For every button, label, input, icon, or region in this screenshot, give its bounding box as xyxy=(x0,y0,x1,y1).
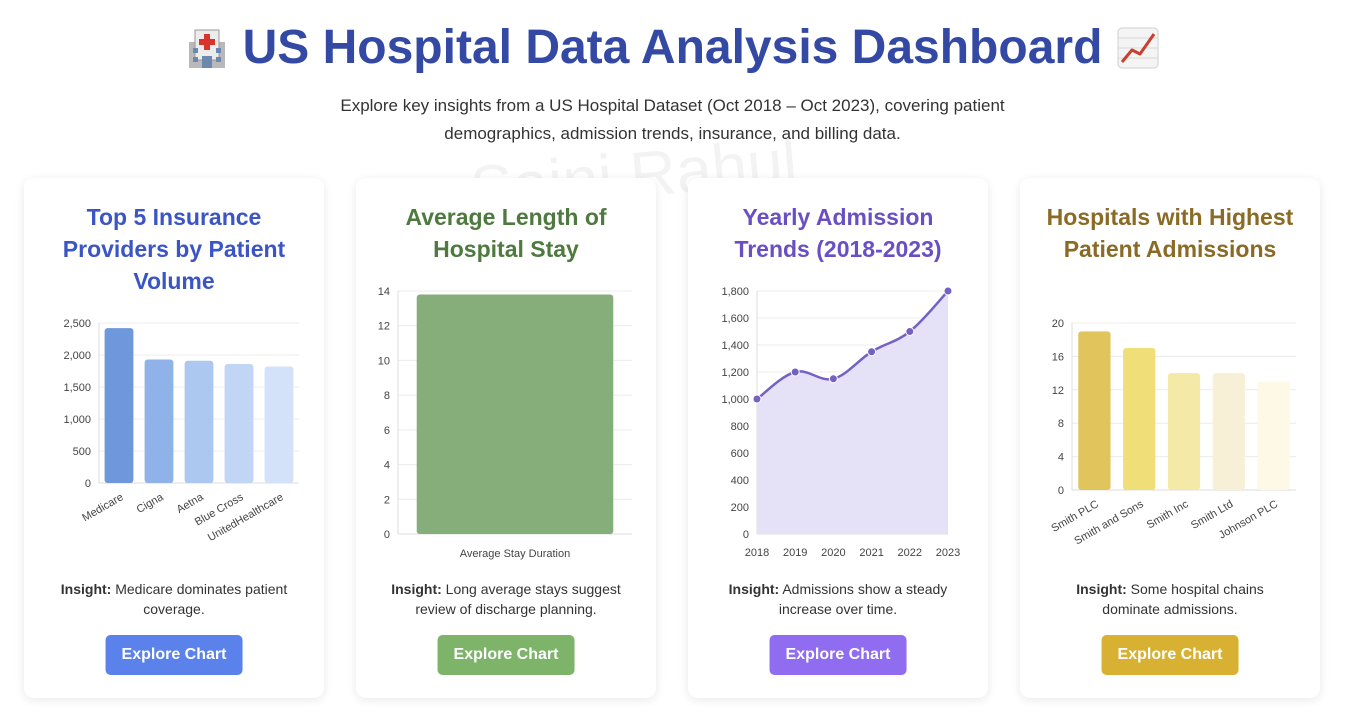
y-tick-label: 400 xyxy=(731,475,749,487)
data-point xyxy=(867,347,877,357)
data-point xyxy=(828,374,838,384)
y-tick-label: 2 xyxy=(384,494,390,506)
x-tick-label: Smith Inc xyxy=(1145,498,1191,532)
y-tick-label: 0 xyxy=(85,478,91,490)
insight-text: Admissions show a steady increase over t… xyxy=(778,581,948,617)
top-hospitals-card: Hospitals with Highest Patient Admission… xyxy=(1020,178,1320,698)
length-of-stay-chart: 0 2 4 6 8 10 12 14 Average Stay Duration xyxy=(378,286,632,560)
data-point xyxy=(905,327,915,336)
y-tick-label: 1,200 xyxy=(721,367,749,379)
y-tick-label: 0 xyxy=(384,529,390,541)
bar xyxy=(144,359,174,483)
y-tick-label: 10 xyxy=(378,355,390,367)
card-grid: Top 5 Insurance Providers by Patient Vol… xyxy=(24,178,1320,698)
hospital-icon xyxy=(185,26,229,70)
insight-label: Insight: xyxy=(391,581,442,597)
bar xyxy=(224,363,254,483)
x-tick-label: UnitedHealthcare xyxy=(206,491,286,544)
card-title: Top 5 Insurance Providers by Patient Vol… xyxy=(62,204,286,294)
length-of-stay-card: Average Length of Hospital Stay 0 2 4 6 8 10 1… xyxy=(356,178,656,698)
data-point xyxy=(943,286,953,296)
explore-chart-button[interactable]: Explore Chart xyxy=(769,635,907,675)
area-fill xyxy=(757,291,948,534)
x-tick-label: 2019 xyxy=(783,547,807,559)
explore-chart-button[interactable]: Explore Chart xyxy=(105,635,243,675)
y-tick-label: 1,000 xyxy=(721,394,749,406)
card-insight: Insight: Medicare dominates patient cove… xyxy=(50,579,298,619)
bar xyxy=(184,360,214,483)
y-tick-label: 1,600 xyxy=(721,313,749,325)
card-insight: Insight: Some hospital chains dominate a… xyxy=(1046,579,1294,619)
y-tick-label: 8 xyxy=(384,390,390,402)
y-tick-label: 1,500 xyxy=(63,382,91,394)
page-title-text: US Hospital Data Analysis Dashboard xyxy=(242,21,1103,74)
bar xyxy=(1212,373,1245,490)
y-tick-label: 500 xyxy=(73,446,91,458)
y-tick-label: 1,000 xyxy=(63,414,91,426)
y-tick-label: 2,500 xyxy=(63,318,91,330)
y-tick-label: 800 xyxy=(731,421,749,433)
insight-label: Insight: xyxy=(728,581,780,597)
trend-chart-icon xyxy=(1116,26,1160,70)
x-tick-label: 2022 xyxy=(898,547,922,559)
x-tick-label: 2018 xyxy=(745,547,769,559)
y-tick-label: 2,000 xyxy=(63,350,91,362)
y-tick-label: 12 xyxy=(1052,385,1064,397)
insight-text: Long average stays suggest review of dis… xyxy=(415,581,621,617)
y-tick-label: 14 xyxy=(378,286,390,298)
y-tick-label: 4 xyxy=(384,460,390,472)
y-tick-label: 0 xyxy=(1058,485,1064,497)
insurance-card: Top 5 Insurance Providers by Patient Vol… xyxy=(24,178,324,698)
yearly-admissions-chart: 0 200 400 600 800 1,000 1,200 1,400 1,600 1,800 20… xyxy=(721,286,960,559)
dashboard-header: US Hospital Data Analysis Dashboard Expl… xyxy=(0,0,1345,148)
page-title: US Hospital Data Analysis Dashboard xyxy=(0,20,1345,76)
bar xyxy=(104,328,134,483)
y-tick-label: 8 xyxy=(1058,418,1064,430)
y-tick-label: 1,400 xyxy=(721,340,749,352)
bar xyxy=(264,366,294,483)
insight-text: Medicare dominates patient coverage. xyxy=(115,581,288,617)
explore-chart-button[interactable]: Explore Chart xyxy=(437,635,575,675)
y-tick-label: 20 xyxy=(1052,318,1064,330)
data-point xyxy=(790,367,800,377)
x-tick-label: 2023 xyxy=(936,547,960,559)
bar xyxy=(416,294,614,534)
x-tick-label: Medicare xyxy=(80,491,125,524)
card-title: Hospitals with Highest Patient Admission… xyxy=(1046,204,1294,262)
y-tick-label: 6 xyxy=(384,425,390,437)
data-point xyxy=(752,394,762,404)
x-tick-label: 2020 xyxy=(821,547,845,559)
bar xyxy=(1257,381,1290,490)
y-tick-label: 200 xyxy=(731,502,749,514)
page-subtitle: Explore key insights from a US Hospital … xyxy=(340,96,1005,143)
x-tick-label: 2021 xyxy=(859,547,883,559)
insight-text: Some hospital chains dominate admissions… xyxy=(1102,581,1264,617)
y-tick-label: 12 xyxy=(378,321,390,333)
y-tick-label: 16 xyxy=(1052,351,1064,363)
y-tick-label: 600 xyxy=(731,448,749,460)
y-tick-label: 4 xyxy=(1058,452,1064,464)
y-tick-label: 1,800 xyxy=(721,286,749,298)
insight-label: Insight: xyxy=(1076,581,1127,597)
card-title: Average Length of Hospital Stay xyxy=(405,204,607,262)
bar xyxy=(1167,373,1201,490)
card-insight: Insight: Long average stays suggest revi… xyxy=(382,579,630,619)
bar xyxy=(1123,348,1156,490)
yearly-admissions-card: Yearly Admission Trends (2018-2023) 0 200… xyxy=(688,178,988,698)
insight-label: Insight: xyxy=(60,581,112,597)
explore-chart-button[interactable]: Explore Chart xyxy=(1101,635,1239,675)
bar xyxy=(1078,331,1111,490)
x-tick-label: Average Stay Duration xyxy=(460,548,570,560)
card-title: Yearly Admission Trends (2018-2023) xyxy=(734,204,942,262)
x-tick-label: Cigna xyxy=(135,491,167,516)
card-insight: Insight: Admissions show a steady increa… xyxy=(714,579,962,619)
y-tick-label: 0 xyxy=(743,529,749,541)
